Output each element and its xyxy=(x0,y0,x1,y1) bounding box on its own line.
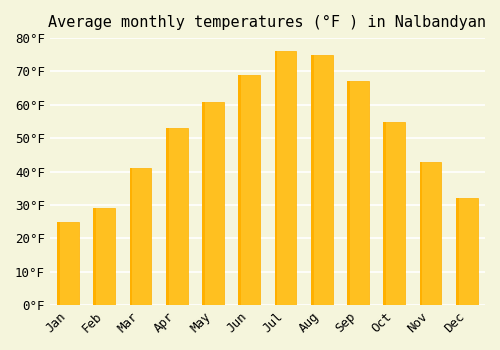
Bar xyxy=(202,102,205,305)
Bar xyxy=(202,102,224,305)
Bar xyxy=(384,121,405,305)
Bar xyxy=(238,75,260,305)
Bar xyxy=(420,162,422,305)
Bar xyxy=(57,222,79,305)
Bar xyxy=(456,198,477,305)
Title: Average monthly temperatures (°F ) in Nalbandyan: Average monthly temperatures (°F ) in Na… xyxy=(48,15,486,30)
Bar xyxy=(274,51,278,305)
Bar xyxy=(311,55,332,305)
Bar xyxy=(130,168,152,305)
Bar xyxy=(347,82,350,305)
Bar xyxy=(456,198,458,305)
Bar xyxy=(384,121,386,305)
Bar xyxy=(166,128,168,305)
Bar xyxy=(274,51,296,305)
Bar xyxy=(94,208,115,305)
Bar xyxy=(130,168,132,305)
Bar xyxy=(166,128,188,305)
Bar xyxy=(311,55,314,305)
Bar xyxy=(57,222,59,305)
Bar xyxy=(238,75,241,305)
Bar xyxy=(94,208,96,305)
Bar xyxy=(347,82,369,305)
Bar xyxy=(420,162,442,305)
